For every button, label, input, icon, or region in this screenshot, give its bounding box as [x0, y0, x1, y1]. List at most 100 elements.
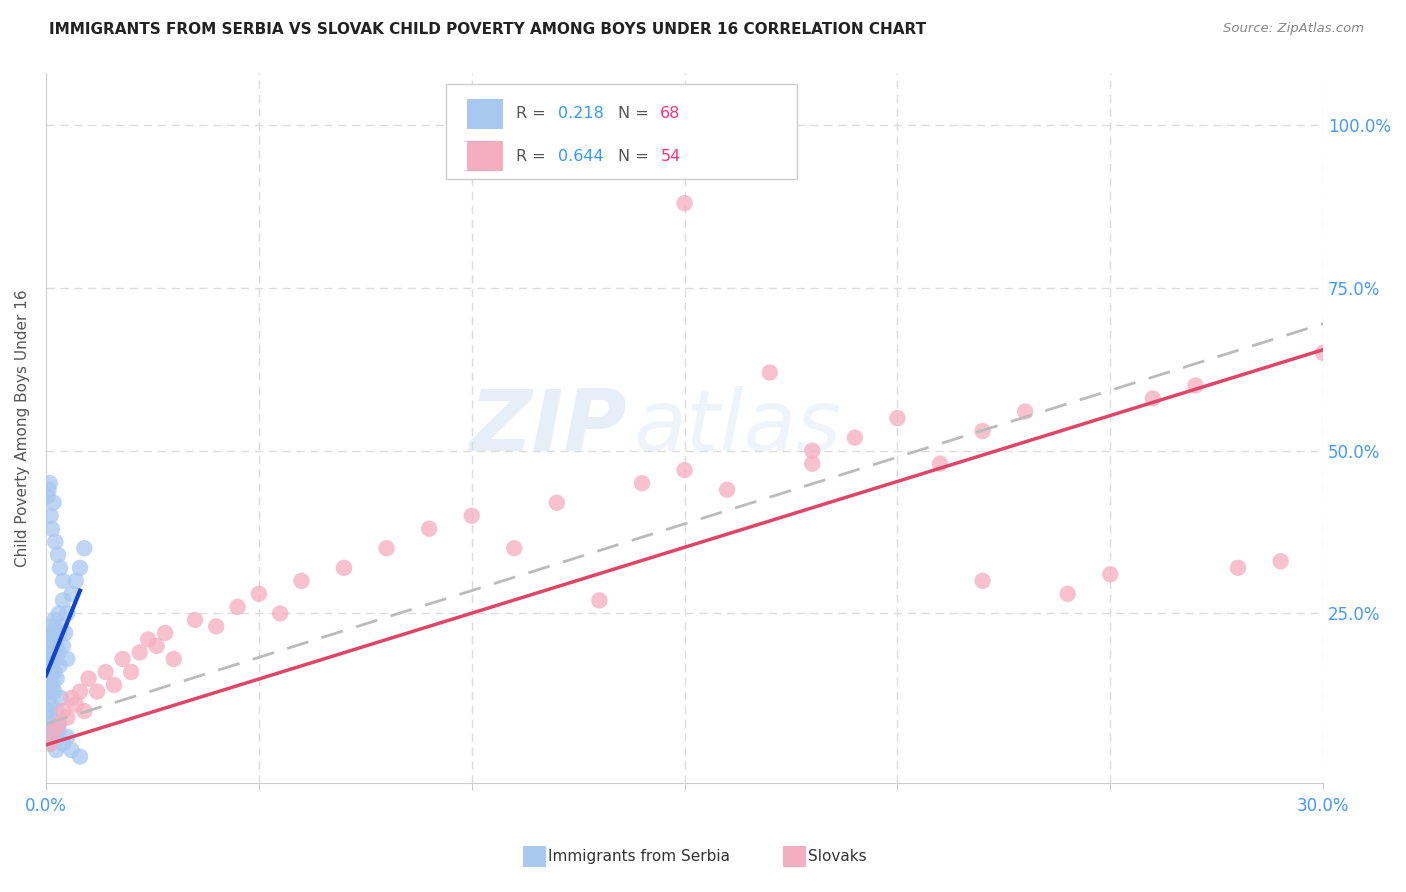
- Point: [44, 645, 66, 659]
- Point: [86, 684, 108, 698]
- Point: [38, 672, 60, 686]
- Point: [460, 508, 482, 523]
- Point: [247, 587, 270, 601]
- Point: [145, 639, 167, 653]
- Point: [38, 476, 60, 491]
- Point: [136, 632, 159, 647]
- Point: [37, 678, 59, 692]
- Point: [673, 463, 696, 477]
- Text: N =: N =: [619, 106, 654, 121]
- Point: [65, 574, 87, 588]
- Point: [52, 593, 75, 607]
- Point: [41, 678, 63, 692]
- Point: [460, 118, 482, 132]
- Point: [35, 665, 58, 679]
- Point: [38, 684, 60, 698]
- Point: [41, 632, 63, 647]
- Point: [38, 483, 60, 497]
- Point: [48, 723, 70, 738]
- Point: [120, 665, 142, 679]
- Point: [716, 483, 738, 497]
- Point: [49, 619, 72, 633]
- Point: [39, 508, 62, 523]
- Point: [205, 619, 228, 633]
- Point: [53, 626, 76, 640]
- Point: [44, 684, 66, 698]
- Point: [37, 489, 59, 503]
- Point: [673, 196, 696, 211]
- Point: [1056, 587, 1078, 601]
- Point: [290, 574, 312, 588]
- Point: [39, 710, 62, 724]
- Point: [48, 607, 70, 621]
- Point: [44, 632, 66, 647]
- Point: [1142, 392, 1164, 406]
- Point: [38, 639, 60, 653]
- Point: [46, 548, 69, 562]
- Bar: [467, 99, 503, 128]
- Point: [418, 522, 440, 536]
- Point: [111, 652, 134, 666]
- Point: [60, 587, 83, 601]
- Text: Immigrants from Serbia: Immigrants from Serbia: [548, 849, 730, 863]
- Point: [48, 717, 70, 731]
- Point: [103, 678, 125, 692]
- Text: R =: R =: [516, 149, 551, 164]
- Point: [844, 431, 866, 445]
- Text: Source: ZipAtlas.com: Source: ZipAtlas.com: [1223, 22, 1364, 36]
- Point: [60, 743, 83, 757]
- Point: [48, 645, 70, 659]
- Point: [56, 607, 79, 621]
- Point: [184, 613, 207, 627]
- Point: [42, 730, 65, 744]
- Point: [631, 476, 654, 491]
- Y-axis label: Child Poverty Among Boys Under 16: Child Poverty Among Boys Under 16: [15, 289, 30, 566]
- Point: [1227, 561, 1250, 575]
- Point: [886, 411, 908, 425]
- Point: [69, 749, 91, 764]
- Point: [45, 639, 67, 653]
- Point: [38, 691, 60, 706]
- Point: [1270, 554, 1292, 568]
- Point: [48, 658, 70, 673]
- Point: [801, 457, 824, 471]
- FancyBboxPatch shape: [446, 84, 797, 179]
- Text: 0.644: 0.644: [558, 149, 603, 164]
- Point: [44, 613, 66, 627]
- Point: [48, 717, 70, 731]
- Point: [77, 672, 100, 686]
- Point: [1099, 567, 1122, 582]
- Point: [65, 698, 87, 712]
- Point: [37, 704, 59, 718]
- Point: [588, 593, 610, 607]
- Point: [56, 710, 79, 724]
- Text: R =: R =: [516, 106, 551, 121]
- Point: [94, 665, 117, 679]
- Point: [44, 723, 66, 738]
- Point: [48, 626, 70, 640]
- Point: [929, 457, 952, 471]
- Point: [42, 639, 65, 653]
- Point: [503, 541, 526, 556]
- Point: [52, 639, 75, 653]
- Text: N =: N =: [619, 149, 654, 164]
- Point: [38, 658, 60, 673]
- Point: [758, 366, 780, 380]
- Point: [37, 717, 59, 731]
- Text: atlas: atlas: [634, 386, 841, 469]
- Point: [153, 626, 176, 640]
- Point: [163, 652, 186, 666]
- Text: 54: 54: [661, 149, 681, 164]
- Point: [42, 626, 65, 640]
- Point: [1014, 404, 1036, 418]
- Point: [52, 737, 75, 751]
- Point: [39, 626, 62, 640]
- Point: [45, 672, 67, 686]
- Bar: [467, 142, 503, 171]
- Point: [69, 684, 91, 698]
- Text: Slovaks: Slovaks: [808, 849, 868, 863]
- Point: [73, 541, 96, 556]
- Point: [45, 743, 67, 757]
- Point: [42, 652, 65, 666]
- Point: [45, 704, 67, 718]
